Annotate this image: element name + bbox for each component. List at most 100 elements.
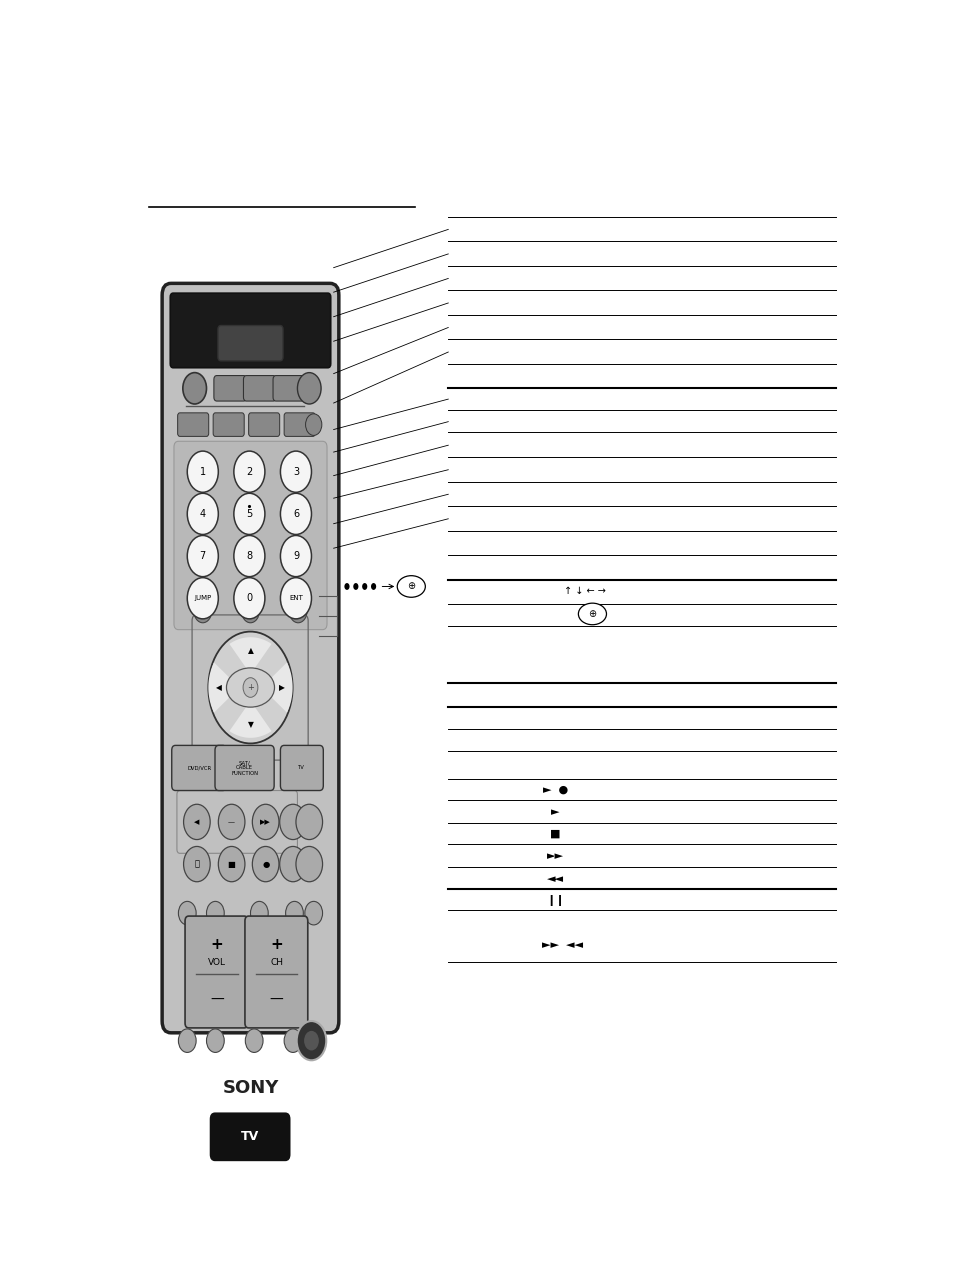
Text: ●: ● <box>262 860 269 869</box>
Circle shape <box>218 804 245 840</box>
Text: ▶: ▶ <box>279 683 285 692</box>
FancyBboxPatch shape <box>249 413 279 437</box>
Text: 1: 1 <box>199 466 206 476</box>
Circle shape <box>353 583 358 590</box>
Circle shape <box>280 451 311 492</box>
Ellipse shape <box>396 576 425 598</box>
Text: ►►: ►► <box>546 851 563 861</box>
FancyBboxPatch shape <box>243 376 275 401</box>
FancyBboxPatch shape <box>214 745 274 790</box>
Circle shape <box>206 902 224 925</box>
Text: ▶▶: ▶▶ <box>260 819 271 824</box>
Polygon shape <box>229 701 272 738</box>
Circle shape <box>251 902 268 925</box>
Text: ▲: ▲ <box>247 646 253 655</box>
Ellipse shape <box>578 603 606 624</box>
Polygon shape <box>261 662 293 712</box>
Circle shape <box>285 902 303 925</box>
Text: ⊕: ⊕ <box>588 609 596 619</box>
Polygon shape <box>208 662 239 712</box>
Circle shape <box>305 902 322 925</box>
FancyBboxPatch shape <box>280 745 323 790</box>
Text: 4: 4 <box>199 508 206 519</box>
Circle shape <box>241 599 259 623</box>
Text: TV: TV <box>241 1130 259 1143</box>
Circle shape <box>284 1029 301 1052</box>
Text: —: — <box>270 992 283 1006</box>
Circle shape <box>193 599 212 623</box>
FancyBboxPatch shape <box>273 376 305 401</box>
Text: TV: TV <box>298 766 305 771</box>
FancyBboxPatch shape <box>211 1113 290 1161</box>
Circle shape <box>233 451 265 492</box>
Circle shape <box>279 846 306 882</box>
Text: ►  ●: ► ● <box>542 785 567 795</box>
Circle shape <box>245 1029 263 1052</box>
Circle shape <box>371 583 375 590</box>
Circle shape <box>295 846 322 882</box>
Circle shape <box>252 804 278 840</box>
Circle shape <box>187 535 218 577</box>
Text: ⊕: ⊕ <box>407 581 415 591</box>
FancyBboxPatch shape <box>213 413 244 437</box>
Text: 5: 5 <box>246 508 253 519</box>
Text: ENT: ENT <box>289 595 302 601</box>
FancyBboxPatch shape <box>185 916 248 1028</box>
Circle shape <box>183 846 210 882</box>
Text: +: + <box>211 938 223 952</box>
Text: ■: ■ <box>228 860 235 869</box>
Circle shape <box>208 632 293 744</box>
Text: 7: 7 <box>199 552 206 561</box>
Circle shape <box>206 1029 224 1052</box>
Text: ◀: ◀ <box>194 819 199 824</box>
Circle shape <box>178 902 196 925</box>
Circle shape <box>233 577 265 619</box>
Text: ■: ■ <box>550 828 560 838</box>
Circle shape <box>178 1029 196 1052</box>
Text: JUMP: JUMP <box>194 595 212 601</box>
Circle shape <box>280 577 311 619</box>
FancyBboxPatch shape <box>217 326 283 361</box>
FancyBboxPatch shape <box>284 413 314 437</box>
Text: SONY: SONY <box>222 1079 278 1097</box>
Text: CH: CH <box>270 958 283 967</box>
Circle shape <box>344 583 349 590</box>
Circle shape <box>233 493 265 535</box>
FancyBboxPatch shape <box>177 413 209 437</box>
Circle shape <box>252 846 278 882</box>
Circle shape <box>280 535 311 577</box>
Text: ◄◄: ◄◄ <box>546 874 563 884</box>
Text: +: + <box>247 683 253 692</box>
FancyBboxPatch shape <box>213 376 246 401</box>
Text: 6: 6 <box>293 508 298 519</box>
Circle shape <box>183 372 206 404</box>
FancyBboxPatch shape <box>162 283 338 1033</box>
Circle shape <box>305 414 321 436</box>
Text: ↑ ↓ ← →: ↑ ↓ ← → <box>563 586 605 596</box>
Circle shape <box>218 846 245 882</box>
Circle shape <box>280 493 311 535</box>
Circle shape <box>289 599 307 623</box>
Text: 9: 9 <box>293 552 298 561</box>
Text: 3: 3 <box>293 466 298 476</box>
Text: 2: 2 <box>246 466 253 476</box>
Text: ❙❙: ❙❙ <box>545 894 564 906</box>
Circle shape <box>183 804 210 840</box>
FancyBboxPatch shape <box>172 745 226 790</box>
Circle shape <box>187 493 218 535</box>
Circle shape <box>296 1020 326 1060</box>
FancyBboxPatch shape <box>170 293 331 368</box>
Circle shape <box>297 372 321 404</box>
Ellipse shape <box>226 668 274 707</box>
Text: ►►  ◄◄: ►► ◄◄ <box>542 939 582 949</box>
Text: VOL: VOL <box>208 958 226 967</box>
Circle shape <box>233 535 265 577</box>
Circle shape <box>243 678 257 697</box>
Circle shape <box>295 804 322 840</box>
Text: —: — <box>228 819 234 824</box>
Text: ⏸: ⏸ <box>194 860 199 869</box>
Circle shape <box>279 804 306 840</box>
Circle shape <box>304 1031 318 1051</box>
Polygon shape <box>229 637 272 674</box>
Text: ▼: ▼ <box>247 720 253 729</box>
